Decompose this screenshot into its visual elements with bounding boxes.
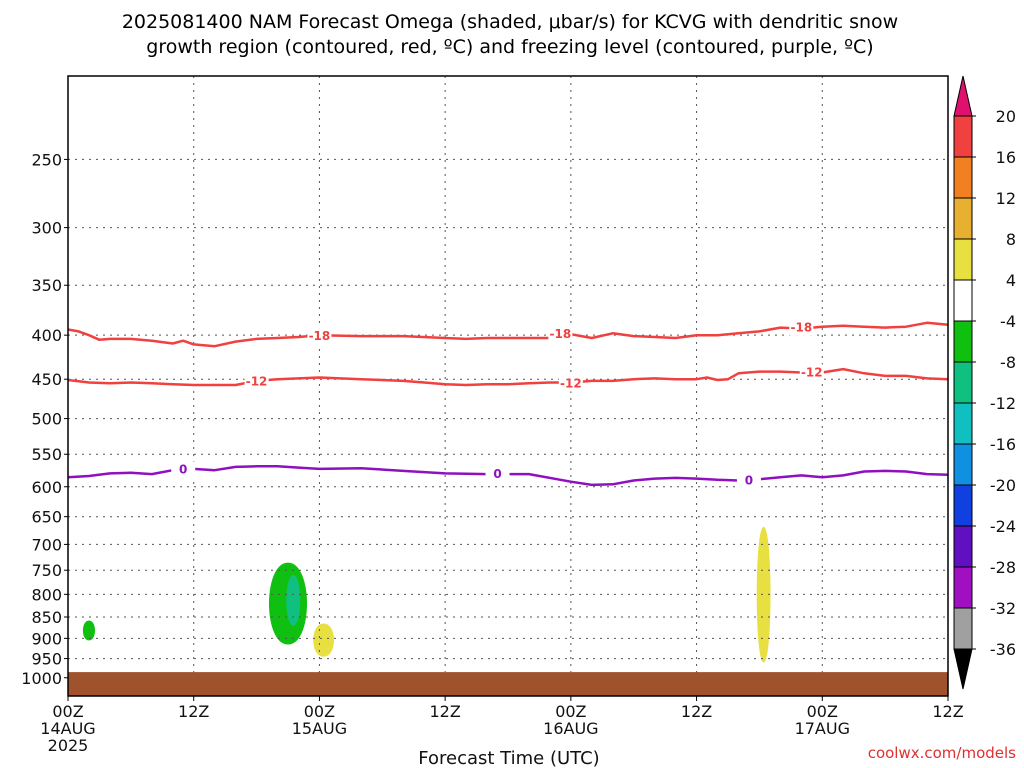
omega-shaded-region xyxy=(313,623,334,657)
colorbar-label: 12 xyxy=(996,189,1016,208)
colorbar-segment xyxy=(953,238,973,281)
colorbar-segment xyxy=(953,443,973,486)
colorbar-segment xyxy=(953,320,973,363)
y-tick-label: 350 xyxy=(31,276,62,295)
y-axis-tick-labels: 250 300 350 400 450 500 550 600 650 700 750 800 850 9… xyxy=(21,150,68,688)
colorbar-label: -4 xyxy=(1000,312,1016,331)
colorbar-label: 16 xyxy=(996,148,1016,167)
y-tick-label: 1000 xyxy=(21,669,62,688)
colorbar-label: -16 xyxy=(990,435,1016,454)
y-tick-label: 800 xyxy=(31,585,62,604)
credit-text: coolwx.com/models xyxy=(868,744,1016,762)
x-tick-label: 12Z xyxy=(932,702,963,721)
colorbar-segment xyxy=(953,361,973,404)
colorbar-segment xyxy=(953,156,973,199)
contour-label-bg xyxy=(244,373,269,390)
x-tick-label: 15AUG xyxy=(292,719,347,738)
colorbar-label: -20 xyxy=(990,476,1016,495)
omega-shading xyxy=(82,526,771,663)
colorbar-segment xyxy=(953,402,973,445)
contour-label: 0 xyxy=(179,463,187,477)
contour-label-bg xyxy=(548,326,573,343)
y-tick-label: 850 xyxy=(31,608,62,627)
colorbar-label: -32 xyxy=(990,599,1016,618)
contour-label-bg xyxy=(171,461,196,478)
x-tick-label: 00Z xyxy=(52,702,83,721)
colorbar-bottom-arrow xyxy=(953,648,973,690)
x-tick-label: 00Z xyxy=(555,702,586,721)
colorbar-label: -8 xyxy=(1000,353,1016,372)
contour-label-bg xyxy=(799,364,824,381)
contour-label-bg xyxy=(558,375,583,392)
colorbar-segment xyxy=(953,484,973,527)
y-tick-label: 500 xyxy=(31,410,62,429)
x-tick-label: 2025 xyxy=(48,736,89,755)
contour-label-bg xyxy=(736,472,761,489)
colorbar: 20 16 12 8 4 -4 -8 -12 -16 -20 -24 -28 -32 -36 xyxy=(953,75,1016,690)
plot-border xyxy=(67,75,949,697)
colorbar-label: 4 xyxy=(1006,271,1016,290)
contour-label: -18 xyxy=(790,321,812,335)
contour-label: -18 xyxy=(550,327,572,341)
contour-label: -18 xyxy=(309,329,331,343)
colorbar-label: -28 xyxy=(990,558,1016,577)
x-tick-label: 12Z xyxy=(681,702,712,721)
y-tick-label: 750 xyxy=(31,561,62,580)
contour-label: -12 xyxy=(246,375,268,389)
contours: -18 -18 -18 -12 -12 -12 0 0 0 xyxy=(67,319,949,489)
colorbar-label: -24 xyxy=(990,517,1016,536)
ground-layer xyxy=(68,672,948,696)
y-tick-label: 700 xyxy=(31,535,62,554)
y-tick-label: 600 xyxy=(31,478,62,497)
contour-label-bg xyxy=(485,466,510,483)
x-tick-label: 14AUG xyxy=(40,719,95,738)
chart-title-line-1: 2025081400 NAM Forecast Omega (shaded, μ… xyxy=(122,11,898,33)
y-tick-label: 950 xyxy=(31,650,62,669)
omega-shaded-region xyxy=(82,620,96,641)
y-tick-label: 250 xyxy=(31,150,62,169)
x-axis-label: Forecast Time (UTC) xyxy=(418,748,599,768)
colorbar-segment xyxy=(953,525,973,568)
colorbar-segment xyxy=(953,607,973,650)
plot-frame xyxy=(67,75,949,697)
y-tick-label: 650 xyxy=(31,508,62,527)
x-tick-label: 17AUG xyxy=(795,719,850,738)
contour-label-bg xyxy=(307,328,332,345)
colorbar-segment xyxy=(953,279,973,322)
y-tick-label: 400 xyxy=(31,326,62,345)
colorbar-segment xyxy=(953,197,973,240)
y-tick-label: 450 xyxy=(31,370,62,389)
colorbar-label: -12 xyxy=(990,394,1016,413)
omega-shaded-region xyxy=(286,575,301,626)
contour-label: -12 xyxy=(801,365,823,379)
contour-label: 0 xyxy=(745,473,753,487)
y-tick-label: 900 xyxy=(31,629,62,648)
colorbar-label: -36 xyxy=(990,640,1016,659)
colorbar-segment xyxy=(953,566,973,609)
x-tick-label: 16AUG xyxy=(543,719,598,738)
x-tick-label: 00Z xyxy=(304,702,335,721)
contour-label-bg xyxy=(789,319,814,336)
colorbar-top-arrow xyxy=(953,75,973,117)
omega-shaded-region xyxy=(756,526,771,663)
y-tick-label: 300 xyxy=(31,219,62,238)
chart-title-line-2: growth region (contoured, red, ºC) and f… xyxy=(146,36,873,58)
colorbar-segment xyxy=(953,115,973,158)
ground-fill xyxy=(68,672,948,696)
y-tick-label: 550 xyxy=(31,445,62,464)
colorbar-label: 8 xyxy=(1006,230,1016,249)
x-tick-label: 12Z xyxy=(178,702,209,721)
colorbar-label: 20 xyxy=(996,107,1016,126)
x-tick-label: 12Z xyxy=(429,702,460,721)
contour-label: -12 xyxy=(560,376,582,390)
contour-label: 0 xyxy=(493,467,501,481)
x-tick-label: 00Z xyxy=(807,702,838,721)
